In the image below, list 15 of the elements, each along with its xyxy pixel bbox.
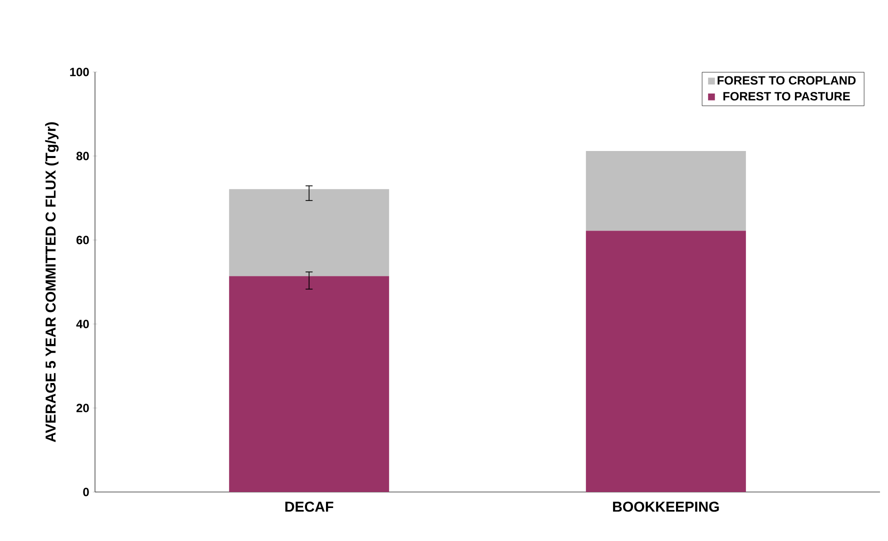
x-tick-label: BOOKKEEPING [613,502,719,512]
y-tick-label: 40 [76,320,89,328]
y-tick-label: 0 [83,488,89,496]
bar [586,150,746,231]
y-tick-label: 20 [76,404,89,412]
bar [229,189,390,276]
legend-label: FOREST TO PASTURE [723,92,850,100]
bar [229,276,390,492]
y-tick-label: 60 [76,236,89,244]
y-tick-label: 100 [70,68,89,76]
bar [586,230,746,492]
x-tick-label: DECAF [285,502,334,512]
legend-label: FOREST TO CROPLAND [718,76,856,85]
y-axis-title: AVERAGE 5 YEAR COMMITTED C FLUX (Tg/yr) [45,122,59,442]
y-tick-label: 80 [76,152,89,160]
